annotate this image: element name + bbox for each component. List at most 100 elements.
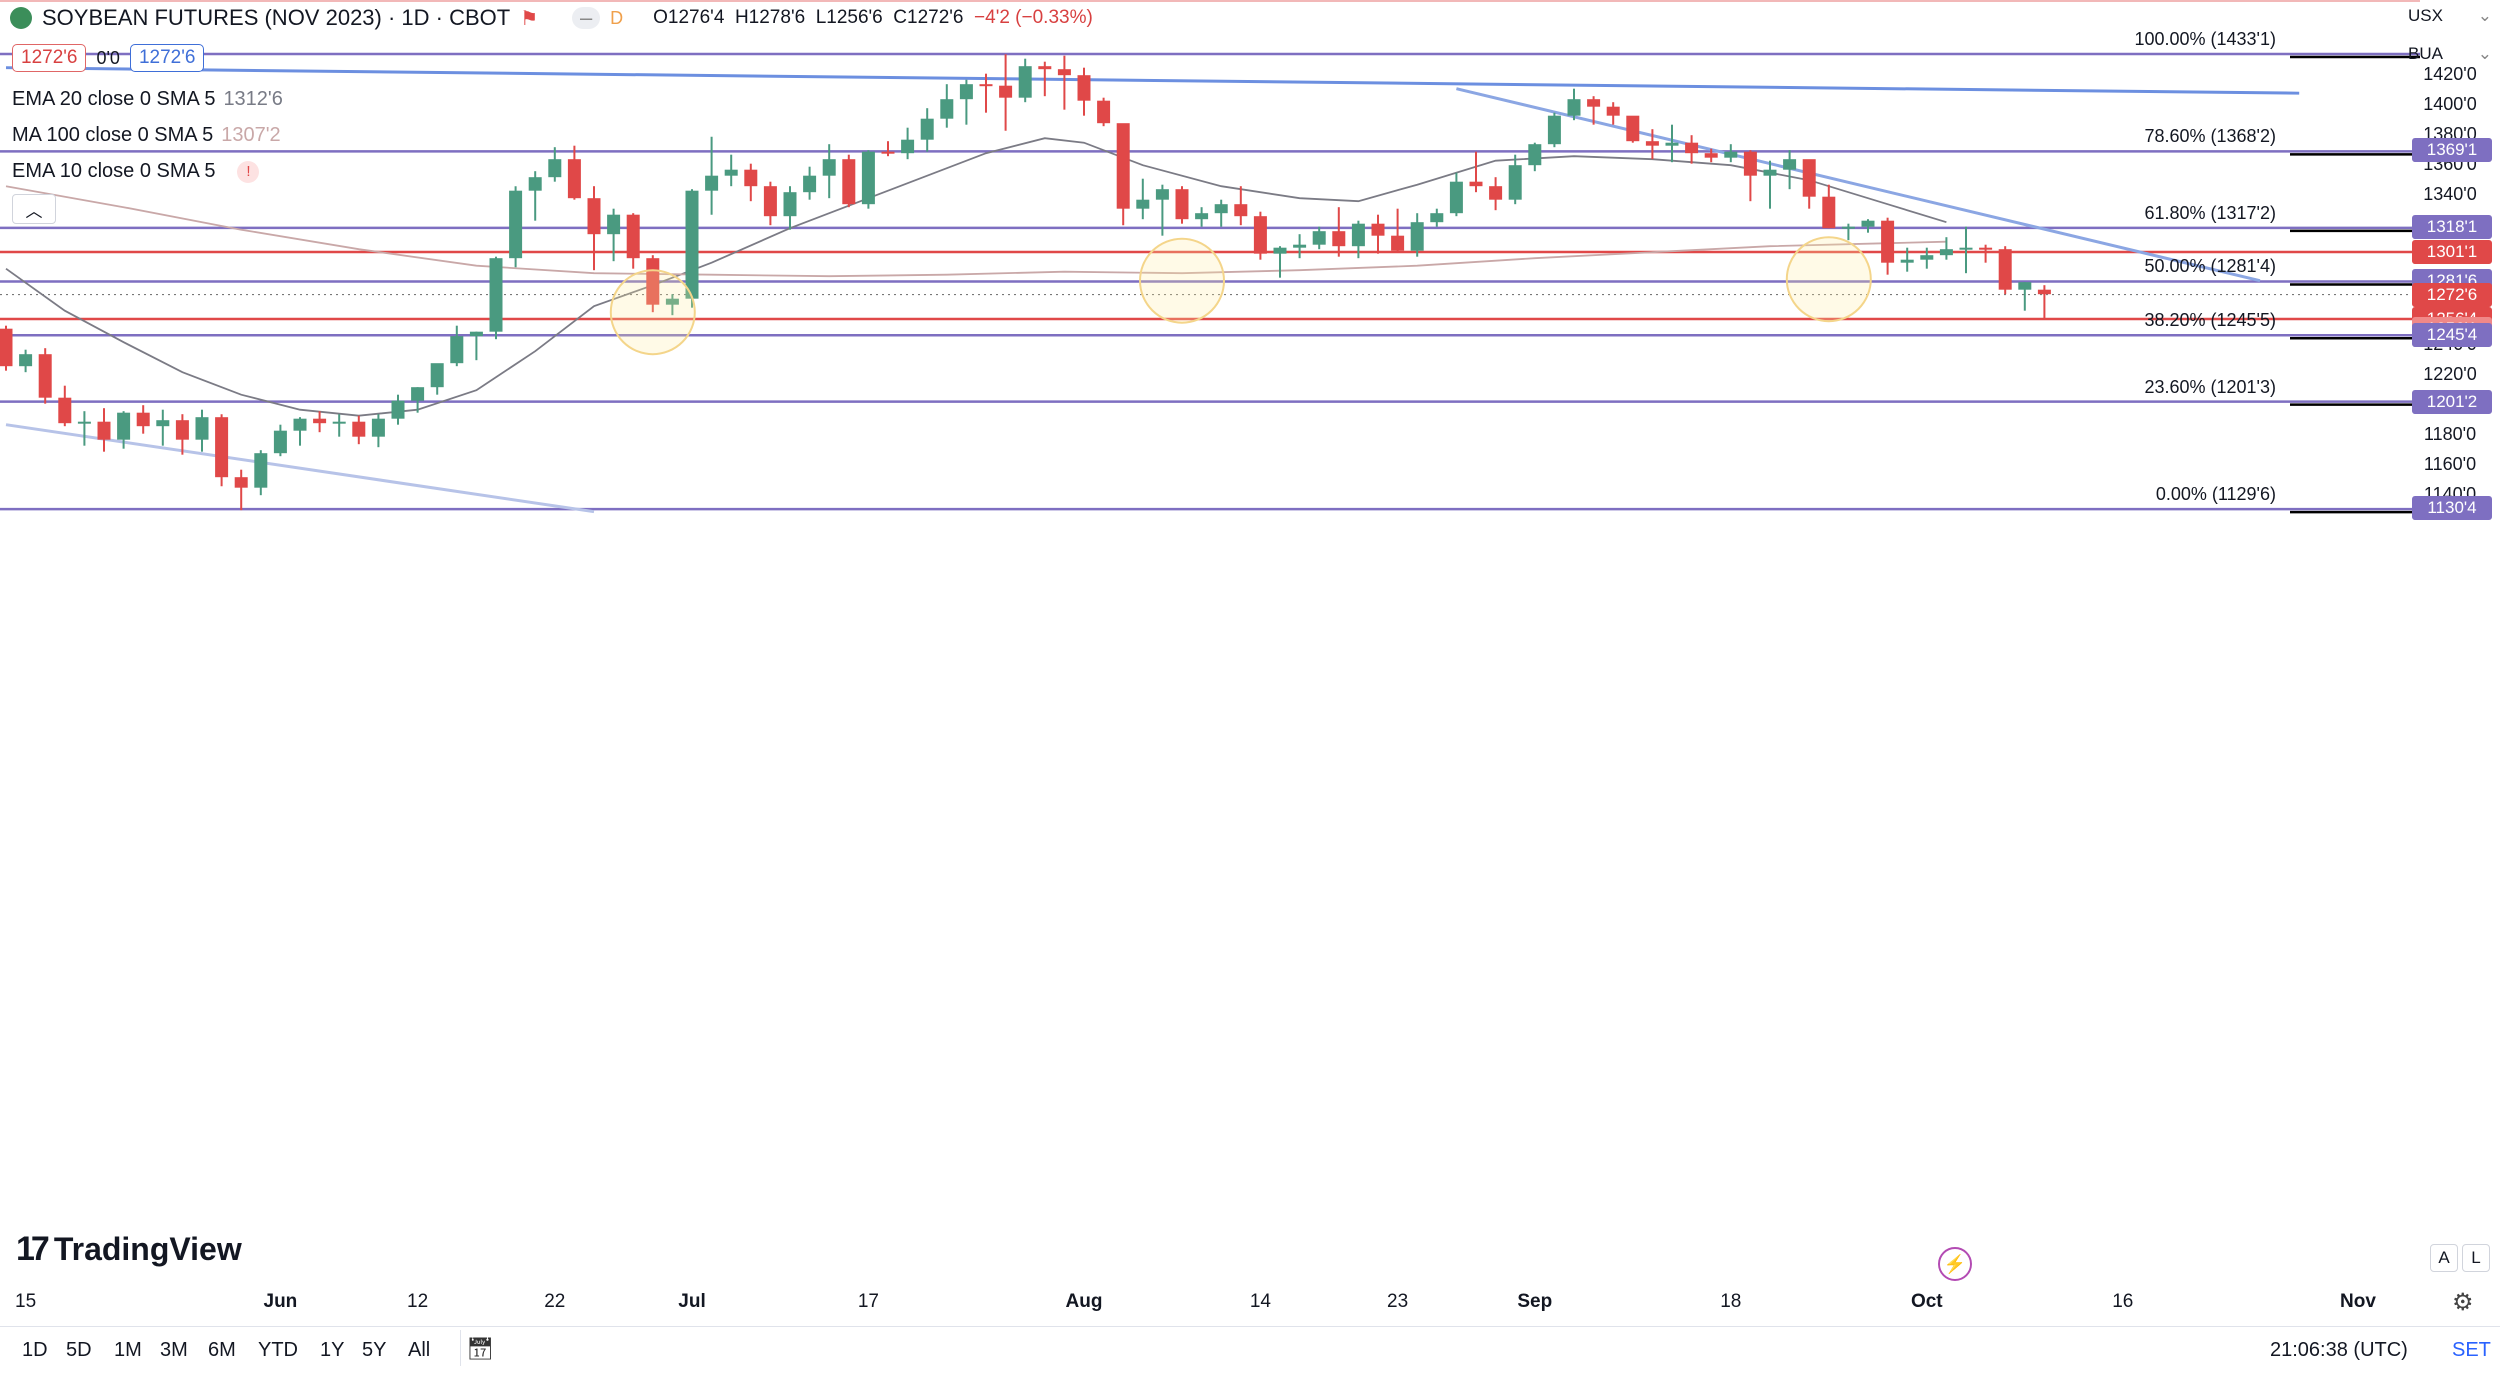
price-tag[interactable]: 1130'4 — [2412, 495, 2492, 520]
candle-body — [744, 169, 758, 187]
candle-body — [0, 328, 13, 367]
candle-body — [1430, 213, 1444, 223]
legend-value: 1312'6 — [223, 88, 283, 110]
candle-body — [763, 186, 777, 217]
candle-body — [1822, 196, 1836, 229]
candle-body — [1841, 226, 1855, 229]
price-tag[interactable]: 1318'1 — [2412, 214, 2492, 239]
range-button-ytd[interactable]: YTD — [258, 1339, 298, 1361]
candle-body — [685, 190, 699, 299]
candle-body — [313, 418, 327, 424]
collapse-legend-button[interactable]: ︿ — [12, 194, 56, 224]
range-button-5d[interactable]: 5D — [66, 1339, 92, 1361]
candle-body — [1626, 115, 1640, 142]
legend-ma100[interactable]: MA 100 close 0 SMA 5 1307'2 — [12, 124, 281, 147]
close-value: C1272'6 — [893, 7, 964, 28]
events-lightning-icon[interactable]: ⚡ — [1938, 1247, 1972, 1281]
candle-body — [567, 159, 581, 199]
price-tag[interactable]: 1272'6 — [2412, 282, 2492, 307]
buy-button[interactable]: 1272'6 — [129, 44, 205, 72]
market-status-icon[interactable]: – — [572, 5, 601, 30]
price-tag[interactable]: 1301'1 — [2412, 240, 2492, 264]
candle-body — [1567, 99, 1581, 116]
candle-body — [1665, 142, 1679, 146]
sell-button[interactable]: 1272'6 — [12, 44, 87, 72]
legend-ema10[interactable]: EMA 10 close 0 SMA 5 ! — [12, 160, 260, 183]
candle-body — [1861, 220, 1875, 227]
clock-readout[interactable]: 21:06:38 (UTC) — [2270, 1339, 2408, 1361]
time-axis-label: 12 — [407, 1291, 429, 1312]
high-value: H1278'6 — [734, 7, 806, 28]
time-axis-label: Sep — [1517, 1291, 1553, 1312]
candle-body — [1743, 151, 1757, 176]
brand-text: TradingView — [53, 1231, 242, 1267]
tradingview-logo[interactable]: 17 TradingView — [16, 1230, 242, 1269]
range-button-1d[interactable]: 1D — [22, 1339, 48, 1361]
candle-body — [1253, 216, 1267, 254]
candle-body — [411, 387, 425, 401]
currency-selector[interactable]: USX ⌄ — [2408, 6, 2492, 26]
candle-body — [450, 336, 464, 364]
candle-body — [2018, 282, 2032, 290]
fib-level-label: 100.00% (1433'1) — [2134, 29, 2276, 49]
candle-body — [1038, 66, 1052, 70]
session-set-button[interactable]: SET — [2452, 1339, 2491, 1361]
candle-body — [1939, 249, 1953, 256]
candle-body — [293, 418, 307, 431]
ohlc-readout: O1276'4 H1278'6 L1256'6 C1272'6 −4'2 (−0… — [653, 7, 1093, 29]
candle-body — [940, 99, 954, 119]
candle-body — [842, 159, 856, 205]
candle-body — [1293, 244, 1307, 248]
settings-gear-icon[interactable]: ⚙ — [2452, 1289, 2474, 1316]
candle-body — [1802, 159, 1816, 197]
legend-label: MA 100 close 0 SMA 5 — [12, 124, 214, 146]
candle-body — [1508, 165, 1522, 200]
price-tag[interactable]: 1369'1 — [2412, 138, 2492, 162]
fib-level-label: 38.20% (1245'5) — [2144, 310, 2276, 331]
moving-average-line — [5, 137, 1947, 417]
candle-body — [1018, 66, 1032, 98]
delayed-badge[interactable]: D — [610, 7, 624, 28]
date-range-calendar-icon[interactable]: 📅︎ — [466, 1336, 494, 1361]
candle-body — [1704, 153, 1718, 158]
range-button-5y[interactable]: 5Y — [362, 1339, 387, 1361]
candle-body — [77, 421, 91, 424]
candle-body — [1920, 255, 1934, 260]
range-button-3m[interactable]: 3M — [160, 1339, 188, 1361]
warning-icon[interactable]: ! — [237, 160, 260, 183]
chevron-up-icon: ︿ — [25, 201, 43, 221]
candle-body — [156, 420, 170, 427]
candle-body — [117, 412, 131, 440]
fib-level-label: 61.80% (1317'2) — [2144, 202, 2276, 223]
flag-icon[interactable]: ⚑ — [520, 7, 539, 30]
candle-body — [999, 85, 1013, 98]
price-tag[interactable]: 1245'4 — [2412, 323, 2492, 348]
candle-body — [1410, 222, 1424, 251]
price-tag[interactable]: 1201'2 — [2412, 389, 2492, 414]
auto-scale-button[interactable]: A — [2430, 1244, 2458, 1272]
candle-body — [332, 421, 346, 424]
legend-label: EMA 10 close 0 SMA 5 — [12, 160, 216, 182]
candle-body — [273, 430, 287, 454]
price-axis-label: 1420'0 — [2423, 63, 2477, 84]
candle-body — [528, 177, 542, 191]
range-button-6m[interactable]: 6M — [208, 1339, 236, 1361]
fib-level-label: 23.60% (1201'3) — [2144, 376, 2276, 397]
candle-body — [352, 421, 366, 437]
legend-ema20[interactable]: EMA 20 close 0 SMA 5 1312'6 — [12, 88, 283, 111]
candle-body — [607, 214, 621, 235]
log-scale-button[interactable]: L — [2462, 1244, 2490, 1272]
range-button-all[interactable]: All — [408, 1339, 431, 1361]
symbol-logo-icon — [10, 7, 32, 29]
candle-body — [548, 159, 562, 178]
candle-body — [803, 175, 817, 193]
currency-code: USX — [2408, 6, 2443, 25]
unit-selector[interactable]: BUA ⌄ — [2408, 44, 2492, 64]
time-axis-label: 14 — [1249, 1291, 1271, 1312]
range-button-1m[interactable]: 1M — [114, 1339, 142, 1361]
range-button-1y[interactable]: 1Y — [320, 1339, 345, 1361]
bottom-toolbar — [0, 1326, 2500, 1377]
symbol-title[interactable]: SOYBEAN FUTURES (NOV 2023) · 1D · CBOT — [42, 5, 511, 30]
open-value: O1276'4 — [653, 7, 725, 28]
